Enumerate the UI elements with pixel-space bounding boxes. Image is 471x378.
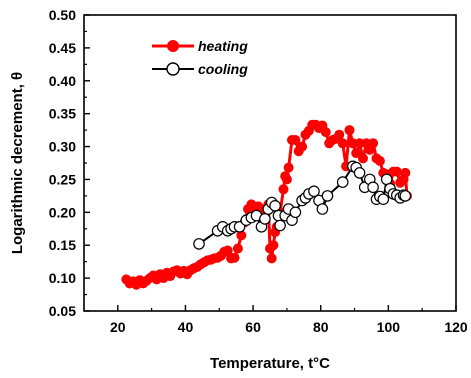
x-tick-label: 120: [444, 319, 468, 335]
data-point-heating: [278, 184, 289, 195]
data-point-cooling: [193, 238, 205, 250]
data-point-heating: [283, 162, 294, 173]
data-point-heating: [290, 135, 301, 145]
data-point-heating: [222, 245, 233, 256]
data-point-heating: [400, 167, 411, 178]
y-tick-label: 0.35: [49, 106, 76, 122]
data-point-cooling: [316, 203, 329, 215]
legend-cooling-marker: [166, 62, 180, 76]
y-tick-label: 0.20: [49, 204, 76, 220]
data-point-heating: [351, 148, 362, 159]
data-point-cooling: [269, 200, 281, 212]
legend: heating cooling: [152, 38, 248, 77]
y-tick-label: 0.40: [49, 73, 76, 89]
x-tick-label: 100: [377, 319, 401, 335]
legend-item-heating: heating: [152, 38, 248, 54]
data-point-cooling: [336, 176, 349, 188]
legend-heating-marker: [167, 40, 179, 52]
data-point-cooling: [399, 190, 412, 202]
data-point-heating: [297, 141, 308, 152]
y-tick-label: 0.05: [49, 303, 76, 319]
y-tick-label: 0.15: [49, 237, 76, 253]
y-tick-label: 0.25: [49, 171, 76, 187]
data-point-heating: [374, 156, 385, 166]
y-tick-label: 0.30: [49, 139, 76, 155]
data-point-cooling: [274, 219, 286, 232]
data-point-heating: [368, 138, 379, 149]
data-point-heating: [268, 240, 279, 251]
x-tick-label: 80: [313, 319, 329, 335]
y-axis: 0.05 0.10 0.15 0.20 0.25 0.30 0.35 0.40 0.45 0.50: [49, 7, 90, 319]
legend-item-cooling: cooling: [152, 61, 248, 77]
data-point-heating: [232, 243, 243, 254]
plot-area: [83, 14, 457, 312]
legend-cooling-label: cooling: [198, 61, 248, 77]
y-tick-label: 0.50: [49, 7, 76, 23]
plot-frame: [83, 14, 457, 312]
data-point-heating: [337, 138, 348, 149]
x-axis-label: Temperature, t°C: [210, 355, 330, 372]
data-point-cooling: [321, 190, 334, 202]
x-tick-label: 60: [245, 319, 261, 335]
y-tick-label: 0.10: [49, 270, 76, 286]
data-point-heating: [320, 127, 331, 138]
data-point-cooling: [308, 185, 320, 198]
series-cooling: [193, 160, 412, 250]
x-tick-label: 20: [110, 319, 126, 335]
x-tick-label: 40: [178, 319, 194, 335]
data-point-cooling: [289, 206, 302, 219]
y-tick-label: 0.45: [49, 40, 76, 56]
series-layer: [121, 119, 412, 290]
x-axis: 20 40 60 80 100 120: [83, 305, 468, 335]
data-point-heating: [266, 253, 277, 264]
data-point-cooling: [259, 213, 271, 225]
data-point-heating: [236, 230, 247, 241]
data-point-heating: [358, 153, 368, 164]
data-point-cooling: [353, 167, 366, 179]
y-axis-label: Logarithmic decrement, θ: [9, 72, 26, 254]
legend-heating-label: heating: [198, 38, 248, 54]
data-point-heating: [391, 166, 402, 177]
data-point-heating: [229, 252, 240, 263]
data-point-heating: [334, 129, 345, 140]
data-point-cooling: [377, 193, 390, 205]
data-point-cooling: [367, 181, 379, 194]
data-point-heating: [281, 174, 292, 185]
data-point-heating: [344, 125, 355, 136]
